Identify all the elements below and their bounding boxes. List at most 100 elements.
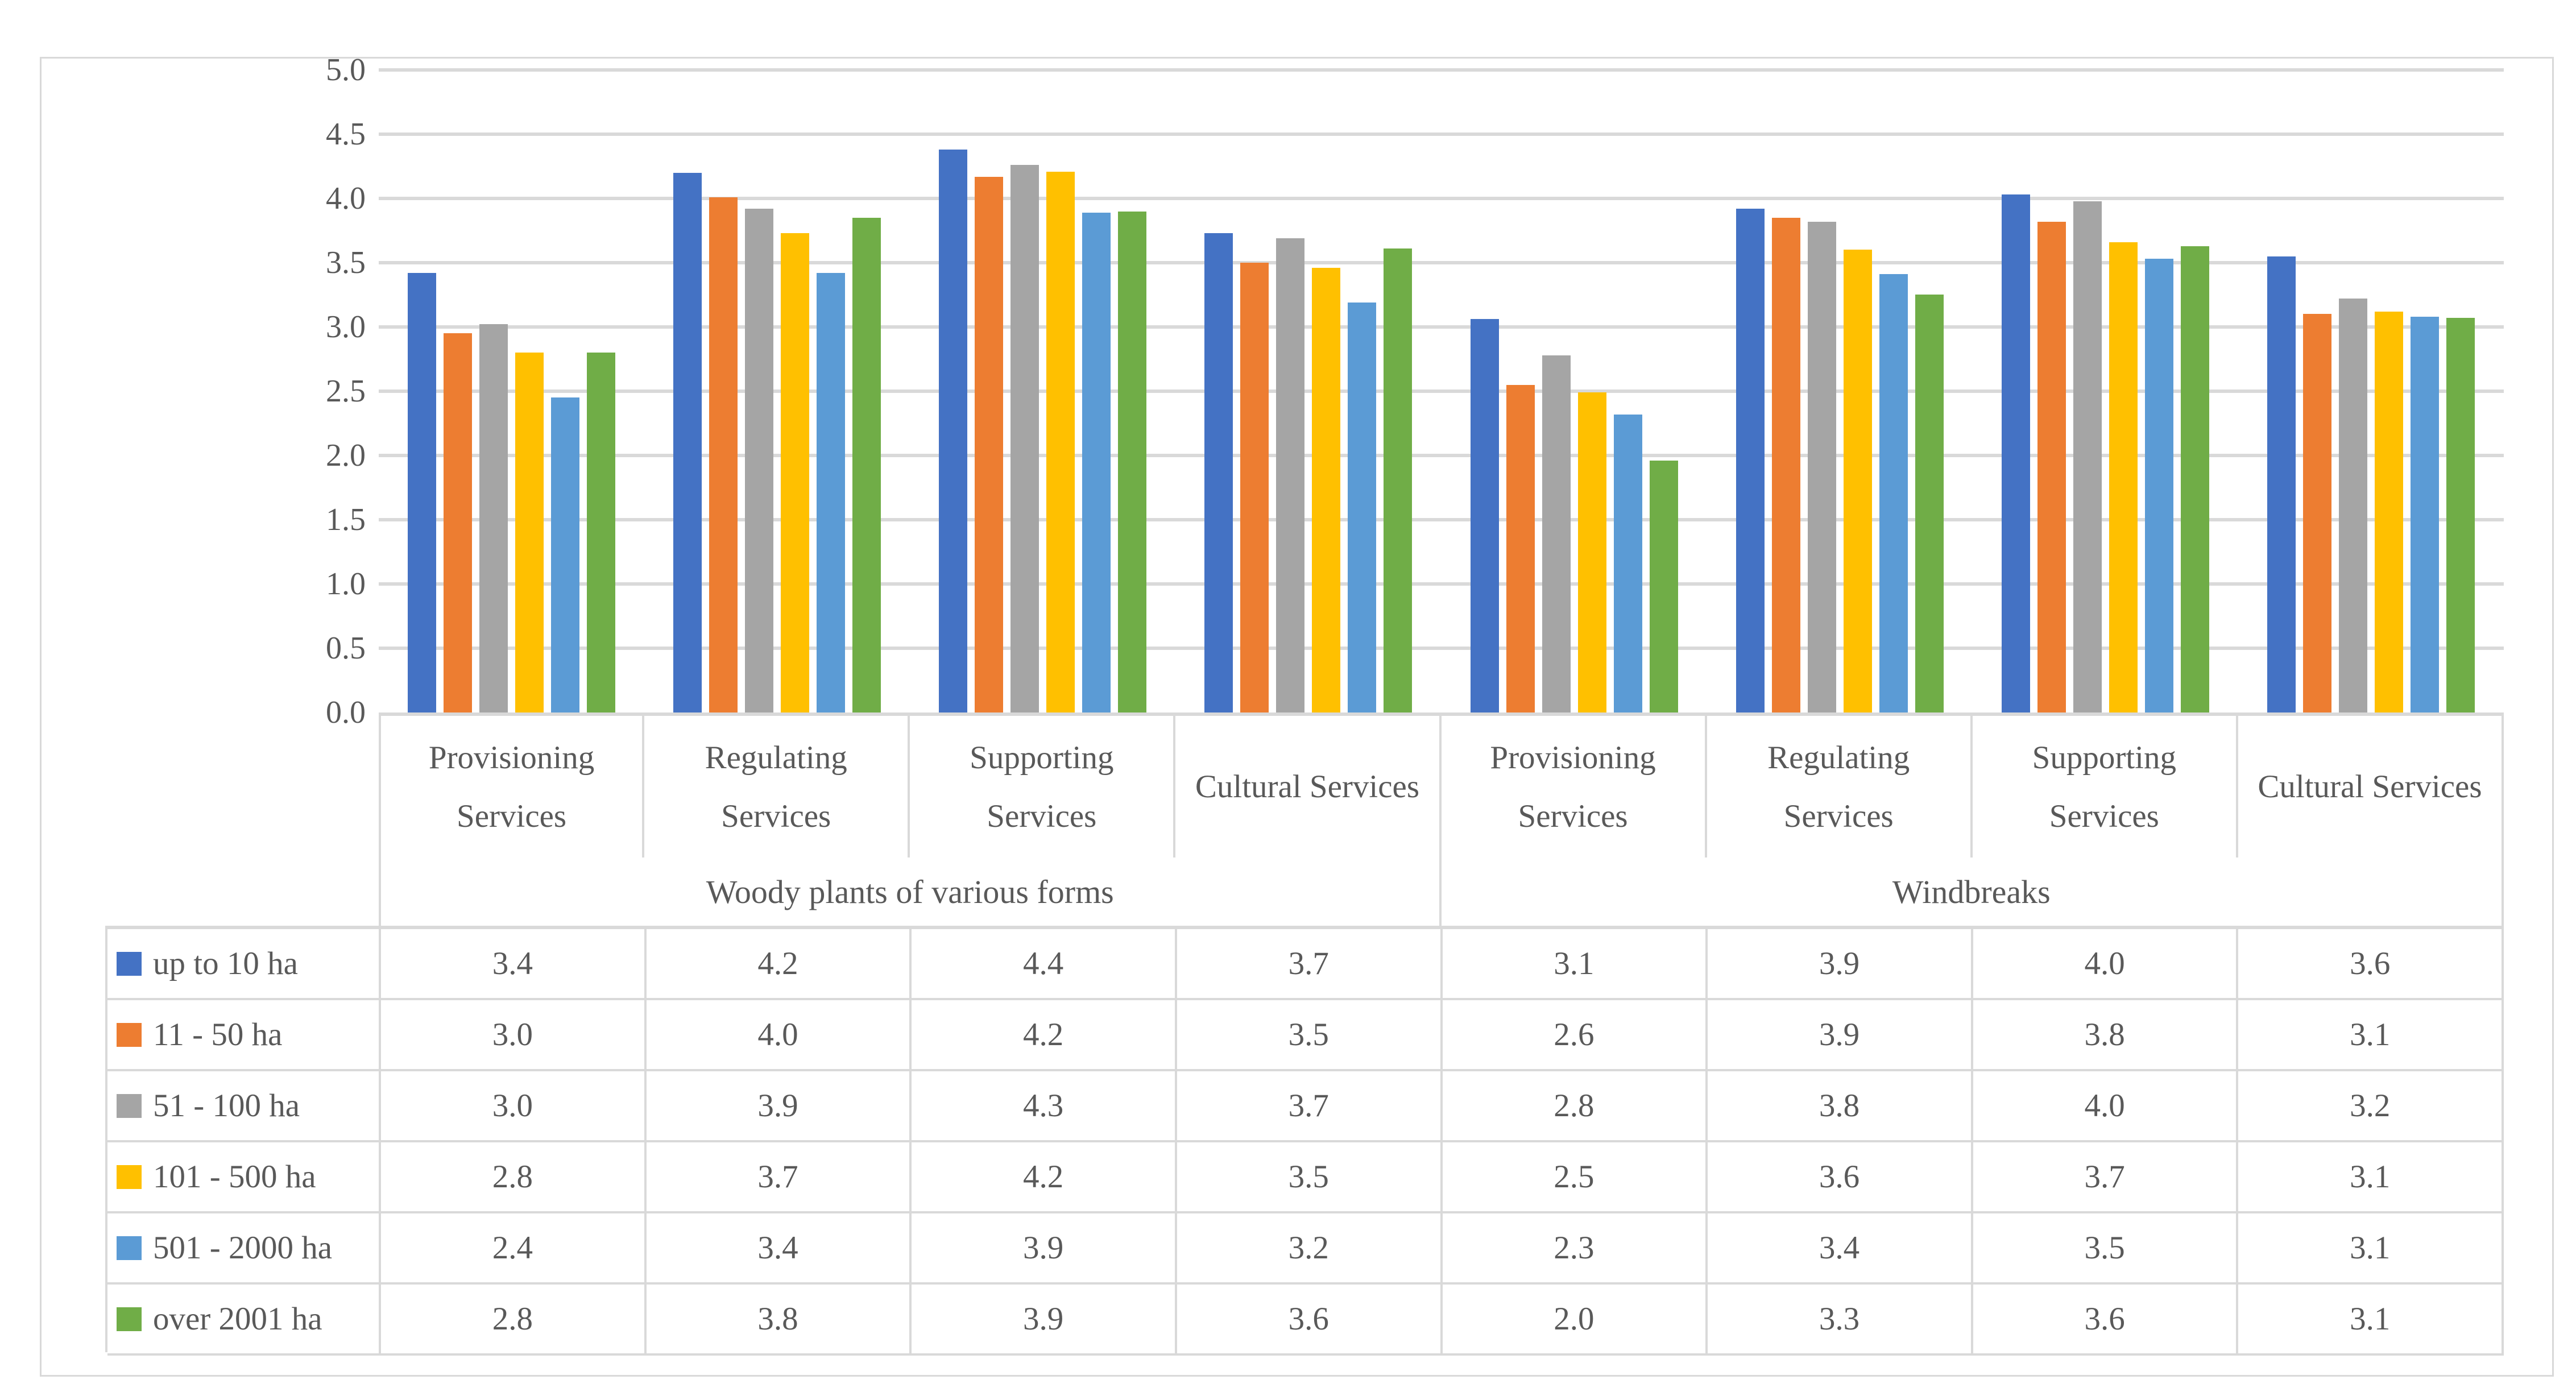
gridline-y-3.0 (379, 325, 2504, 329)
plot-area (379, 68, 2504, 712)
y-axis-tick-label: 2.0 (326, 438, 366, 473)
legend-cell: 51 - 100 ha (107, 1071, 381, 1142)
category-group-row: Woody plants of various forms Windbreaks (379, 857, 2504, 926)
bar-501---2000-ha (1082, 213, 1111, 712)
value-cell: 3.7 (1177, 1071, 1443, 1142)
bar-51---100-ha (1807, 222, 1836, 712)
figure-border: 0.0 0.5 1.0 1.5 2.0 2.5 3.0 3.5 4.0 4.5 5.0 Provis… (40, 52, 2554, 1377)
value-cell: 2.4 (381, 1213, 647, 1285)
data-table: up to 10 ha 3.4 4.2 4.4 3.7 3.1 3.9 4.0 3.6 11 - … (105, 926, 2504, 1356)
bar-501---2000-ha (1879, 274, 1908, 712)
value-cell: 4.2 (912, 1000, 1177, 1071)
category-label-cell: Cultural Services (2238, 716, 2504, 857)
bar-101---500-ha (1312, 268, 1341, 712)
y-axis-tick-label: 0.0 (326, 695, 366, 730)
gridline-y-4.0 (379, 197, 2504, 200)
bar-group (2238, 70, 2504, 712)
bar-group (1973, 70, 2238, 712)
value-cell: 2.3 (1442, 1213, 1708, 1285)
legend-label: 101 - 500 ha (153, 1159, 316, 1195)
bar-over-2001-ha (587, 353, 616, 712)
legend-cell: over 2001 ha (107, 1285, 381, 1356)
legend-label: 51 - 100 ha (153, 1088, 300, 1124)
group-label-cell: Woody plants of various forms (379, 857, 1442, 926)
bar-up-to-10-ha (673, 173, 702, 712)
category-label-cell: Supporting Services (910, 716, 1176, 857)
group-label-cell: Windbreaks (1442, 857, 2504, 926)
bar-over-2001-ha (1384, 248, 1413, 712)
category-axis-row: Provisioning Services Regulating Services… (379, 712, 2504, 857)
bar-51---100-ha (479, 324, 508, 712)
bar-51---100-ha (1276, 238, 1305, 712)
legend-label: over 2001 ha (153, 1301, 322, 1337)
bar-over-2001-ha (852, 218, 881, 712)
bar-51---100-ha (745, 209, 774, 712)
value-cell: 3.3 (1708, 1285, 1973, 1356)
value-cell: 3.8 (1973, 1000, 2239, 1071)
bar-over-2001-ha (1118, 212, 1147, 712)
value-cell: 3.8 (1708, 1071, 1973, 1142)
value-cell: 2.0 (1442, 1285, 1708, 1356)
bar-up-to-10-ha (1736, 209, 1765, 712)
gridline-y-5.0 (379, 68, 2504, 72)
legend-swatch (117, 1022, 142, 1047)
value-cell: 4.2 (912, 1142, 1177, 1213)
value-cell: 2.8 (381, 1285, 647, 1356)
bar-up-to-10-ha (1470, 319, 1499, 712)
bar-group (1442, 70, 1707, 712)
bar-group (910, 70, 1175, 712)
bar-501---2000-ha (551, 397, 580, 712)
bar-501---2000-ha (1348, 303, 1377, 712)
category-label-cell: Provisioning Services (379, 716, 645, 857)
gridline-y-1.0 (379, 582, 2504, 586)
bar-up-to-10-ha (2001, 194, 2030, 712)
legend-label: up to 10 ha (153, 946, 298, 981)
bar-11---50-ha (1506, 385, 1535, 712)
category-label-cell: Provisioning Services (1442, 716, 1707, 857)
bar-51---100-ha (1010, 165, 1039, 712)
value-cell: 3.7 (646, 1142, 912, 1213)
bar-11---50-ha (1240, 263, 1269, 712)
legend-swatch (117, 951, 142, 976)
value-cell: 2.5 (1442, 1142, 1708, 1213)
value-cell: 3.2 (1177, 1213, 1443, 1285)
value-cell: 3.6 (1708, 1142, 1973, 1213)
category-label-cell: Cultural Services (1175, 716, 1442, 857)
bar-51---100-ha (1542, 355, 1571, 712)
y-axis-tick-label: 3.0 (326, 309, 366, 345)
value-cell: 3.5 (1973, 1213, 2239, 1285)
value-cell: 3.7 (1177, 929, 1443, 1000)
value-cell: 3.4 (381, 929, 647, 1000)
value-cell: 3.1 (2238, 1000, 2504, 1071)
value-cell: 4.0 (646, 1000, 912, 1071)
category-label-cell: Regulating Services (644, 716, 910, 857)
y-axis-tick-label: 5.0 (326, 52, 366, 88)
bar-over-2001-ha (1915, 295, 1944, 712)
value-cell: 3.9 (912, 1213, 1177, 1285)
y-axis-tick-label: 0.5 (326, 631, 366, 666)
value-cell: 3.8 (646, 1285, 912, 1356)
legend-swatch (117, 1093, 142, 1118)
value-cell: 3.7 (1973, 1142, 2239, 1213)
bar-up-to-10-ha (408, 273, 437, 712)
bar-over-2001-ha (1649, 461, 1678, 712)
y-axis-tick-label: 1.5 (326, 502, 366, 537)
bar-11---50-ha (2037, 222, 2066, 712)
legend-swatch (117, 1307, 142, 1331)
value-cell: 4.0 (1973, 1071, 2239, 1142)
legend-label: 11 - 50 ha (153, 1017, 283, 1053)
bar-101---500-ha (1843, 250, 1872, 712)
bar-101---500-ha (2109, 242, 2138, 712)
y-axis-tick-label: 3.5 (326, 245, 366, 280)
y-axis-tick-label: 4.5 (326, 117, 366, 152)
bar-11---50-ha (2302, 314, 2331, 712)
bar-over-2001-ha (2180, 246, 2209, 712)
bar-up-to-10-ha (939, 150, 968, 712)
value-cell: 3.6 (1177, 1285, 1443, 1356)
gridline-y-0.5 (379, 647, 2504, 650)
bar-up-to-10-ha (1204, 233, 1233, 712)
value-cell: 3.4 (646, 1213, 912, 1285)
bar-group (1175, 70, 1441, 712)
bar-group (1707, 70, 1973, 712)
